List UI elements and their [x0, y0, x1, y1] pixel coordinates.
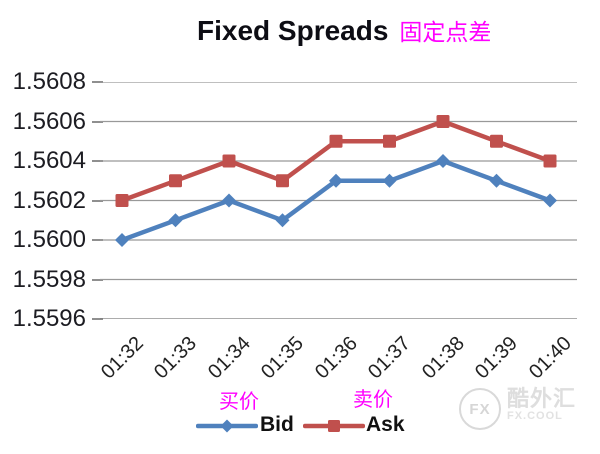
ask-square-marker [329, 134, 343, 148]
y-axis-tick-label: 1.5606 [12, 107, 86, 135]
x-axis-tick-label: 01:37 [364, 332, 416, 384]
x-axis-tick-label: 01:36 [310, 332, 362, 384]
ask-square-marker [436, 115, 450, 128]
y-axis-tick-mark [92, 160, 103, 162]
ask-square-marker [383, 134, 396, 148]
x-axis-tick-label: 01:35 [257, 332, 309, 384]
bid-diamond-marker [436, 154, 450, 168]
y-axis-tick-mark [92, 318, 103, 320]
legend-ask-label: Ask [366, 413, 405, 436]
x-axis-tick-label: 01:32 [96, 332, 148, 384]
y-axis-tick-label: 1.5608 [12, 68, 86, 95]
legend-ask-marker-icon [302, 417, 366, 435]
y-axis-tick-label: 1.5600 [12, 226, 86, 253]
ask-square-marker [222, 154, 236, 168]
bid-diamond-marker [329, 173, 343, 188]
plot-area [100, 81, 577, 320]
watermark-subtext: FX.COOL [507, 410, 563, 422]
fx-circle-logo-icon: FX [459, 388, 501, 430]
ask-square-marker [328, 420, 340, 432]
ask-square-marker [115, 194, 129, 207]
y-axis-tick-mark [92, 120, 103, 123]
y-axis-tick-label: 1.5602 [12, 186, 86, 214]
legend-marker-svg [195, 419, 259, 433]
x-axis-tick-label: 01:39 [471, 332, 523, 384]
plot-svg [100, 81, 577, 320]
watermark: FX 酷外汇 FX.COOL [459, 388, 576, 430]
legend-bid-label: Bid [260, 413, 294, 436]
y-axis-tick-mark [92, 239, 103, 241]
chart-title: Fixed Spreads 固定点差 [197, 13, 491, 47]
chart-title-english: Fixed Spreads [197, 15, 389, 46]
ask-square-marker [169, 174, 182, 188]
y-axis-tick-mark [92, 278, 103, 281]
legend-bid-chinese-label: 买价 [219, 391, 259, 413]
x-axis-tick-label: 01:33 [150, 332, 202, 384]
bid-diamond-marker [168, 213, 183, 228]
x-axis-tick-label: 01:34 [203, 332, 255, 384]
legend-bid-marker-icon [195, 417, 259, 435]
x-axis-tick-label: 01:38 [417, 332, 469, 384]
watermark-brand: 酷外汇 [507, 386, 577, 411]
legend-ask-chinese-label: 卖价 [353, 389, 393, 411]
y-axis-tick-mark [92, 81, 103, 83]
legend-marker-svg [302, 420, 366, 432]
watermark-text: 酷外汇 FX.COOL [507, 388, 576, 423]
bid-diamond-marker [489, 173, 504, 188]
x-axis-tick-label: 01:40 [524, 332, 576, 384]
bid-diamond-marker [275, 213, 290, 228]
chart-title-chinese: 固定点差 [399, 19, 492, 45]
bid-diamond-marker [115, 233, 129, 247]
bid-diamond-marker [220, 419, 234, 433]
ask-square-marker [543, 154, 557, 168]
y-axis-tick-label: 1.5596 [12, 305, 86, 332]
bid-diamond-marker [543, 193, 557, 208]
ask-square-marker [490, 134, 503, 148]
y-axis-tick-label: 1.5604 [12, 147, 86, 174]
y-axis-tick-label: 1.5598 [12, 265, 86, 293]
bid-diamond-marker [222, 193, 236, 208]
y-axis-tick-mark [92, 199, 103, 202]
bid-diamond-marker [382, 173, 397, 188]
ask-square-marker [276, 174, 289, 188]
